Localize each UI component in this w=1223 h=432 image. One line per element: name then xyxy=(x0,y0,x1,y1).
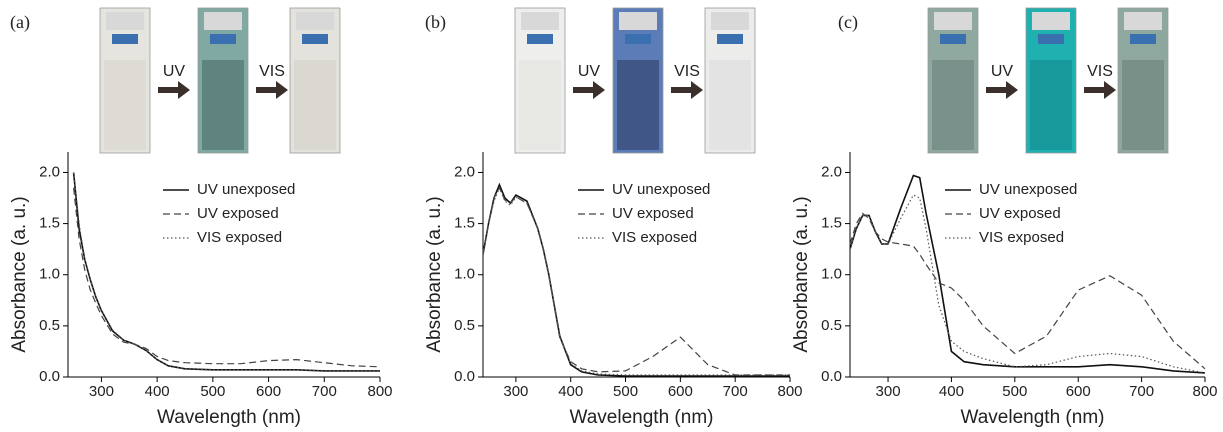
cuvette-liquid xyxy=(202,60,244,150)
cuvette-cap xyxy=(1124,12,1162,30)
x-tick-label: 700 xyxy=(723,383,748,400)
series-line xyxy=(72,172,380,372)
series-line xyxy=(849,174,1206,374)
x-tick-label: 600 xyxy=(256,383,281,400)
legend-label: UV unexposed xyxy=(197,181,295,198)
y-axis-label: Absorbance (a. u.) xyxy=(791,196,812,352)
x-tick-label: 800 xyxy=(367,383,392,400)
cuvette-label xyxy=(1038,34,1064,44)
y-tick-label: 1.5 xyxy=(39,215,60,232)
cuvette-liquid xyxy=(294,60,336,150)
cuvette-cap xyxy=(711,12,749,30)
x-tick-label: 800 xyxy=(1192,383,1217,400)
series-line xyxy=(73,187,381,368)
arrow-label: VIS xyxy=(1087,63,1113,80)
y-tick-label: 0.0 xyxy=(39,368,60,385)
arrow xyxy=(671,81,703,99)
cuvette-label xyxy=(625,34,651,44)
arrow-label: VIS xyxy=(259,63,285,80)
arrow xyxy=(1084,81,1116,99)
y-tick-label: 1.5 xyxy=(454,215,475,232)
cuvette-label xyxy=(940,34,966,44)
series-line xyxy=(482,186,790,376)
y-tick-label: 2.0 xyxy=(821,163,842,180)
y-tick-label: 2.0 xyxy=(454,163,475,180)
cuvette-label xyxy=(112,34,138,44)
y-tick-label: 1.0 xyxy=(39,266,60,283)
cuvette-label xyxy=(1130,34,1156,44)
y-tick-label: 1.5 xyxy=(821,215,842,232)
y-tick-label: 1.0 xyxy=(821,266,842,283)
legend-label: VIS exposed xyxy=(612,229,697,246)
cuvette-cap xyxy=(106,12,144,30)
x-tick-label: 600 xyxy=(1066,383,1091,400)
legend-label: UV unexposed xyxy=(612,181,710,198)
arrow-label: UV xyxy=(163,63,186,80)
legend-label: VIS exposed xyxy=(979,229,1064,246)
arrow xyxy=(986,81,1018,99)
cuvette-liquid xyxy=(519,60,561,150)
cuvette-cap xyxy=(934,12,972,30)
y-tick-label: 1.0 xyxy=(454,266,475,283)
x-axis-label: Wavelength (nm) xyxy=(961,407,1105,428)
x-tick-label: 700 xyxy=(1129,383,1154,400)
series-line xyxy=(73,172,380,372)
x-tick-label: 400 xyxy=(939,383,964,400)
x-tick-label: 600 xyxy=(668,383,693,400)
cuvette-cap xyxy=(521,12,559,30)
legend-label: UV exposed xyxy=(197,205,279,222)
cuvette-label xyxy=(717,34,743,44)
x-tick-label: 300 xyxy=(503,383,528,400)
arrow-label: UV xyxy=(991,63,1014,80)
x-tick-label: 700 xyxy=(312,383,337,400)
legend-label: VIS exposed xyxy=(197,229,282,246)
cuvette-label xyxy=(527,34,553,44)
x-axis-label: Wavelength (nm) xyxy=(157,407,301,428)
cuvette-cap xyxy=(296,12,334,30)
panel-label: (c) xyxy=(838,12,858,33)
panel-label: (a) xyxy=(10,12,30,33)
x-tick-label: 800 xyxy=(777,383,802,400)
y-tick-label: 2.0 xyxy=(39,163,60,180)
x-tick-label: 500 xyxy=(200,383,225,400)
cuvette-cap xyxy=(619,12,657,30)
cuvette-liquid xyxy=(709,60,751,150)
y-tick-label: 0.5 xyxy=(821,317,842,334)
x-tick-label: 500 xyxy=(1002,383,1027,400)
x-tick-label: 300 xyxy=(89,383,114,400)
cuvette-liquid xyxy=(104,60,146,150)
cuvette-label xyxy=(302,34,328,44)
arrow-label: UV xyxy=(578,63,601,80)
arrow xyxy=(256,81,288,99)
legend-label: UV exposed xyxy=(612,205,694,222)
x-tick-label: 400 xyxy=(145,383,170,400)
arrow-label: VIS xyxy=(674,63,700,80)
x-axis-label: Wavelength (nm) xyxy=(570,407,714,428)
cuvette-cap xyxy=(1032,12,1070,30)
y-tick-label: 0.5 xyxy=(454,317,475,334)
x-tick-label: 300 xyxy=(876,383,901,400)
legend-label: UV unexposed xyxy=(979,181,1077,198)
series-line xyxy=(849,194,1206,374)
y-tick-label: 0.0 xyxy=(454,368,475,385)
x-tick-label: 500 xyxy=(613,383,638,400)
y-tick-label: 0.5 xyxy=(39,317,60,334)
cuvette-label xyxy=(210,34,236,44)
cuvette-liquid xyxy=(1122,60,1164,150)
cuvette-cap xyxy=(204,12,242,30)
y-axis-label: Absorbance (a. u.) xyxy=(9,196,30,352)
legend-label: UV exposed xyxy=(979,205,1061,222)
y-tick-label: 0.0 xyxy=(821,368,842,385)
arrow xyxy=(573,81,605,99)
panel-label: (b) xyxy=(425,12,446,33)
y-axis-label: Absorbance (a. u.) xyxy=(424,196,445,352)
x-tick-label: 400 xyxy=(558,383,583,400)
arrow xyxy=(158,81,190,99)
cuvette-liquid xyxy=(617,60,659,150)
cuvette-liquid xyxy=(1030,60,1072,150)
cuvette-liquid xyxy=(932,60,974,150)
